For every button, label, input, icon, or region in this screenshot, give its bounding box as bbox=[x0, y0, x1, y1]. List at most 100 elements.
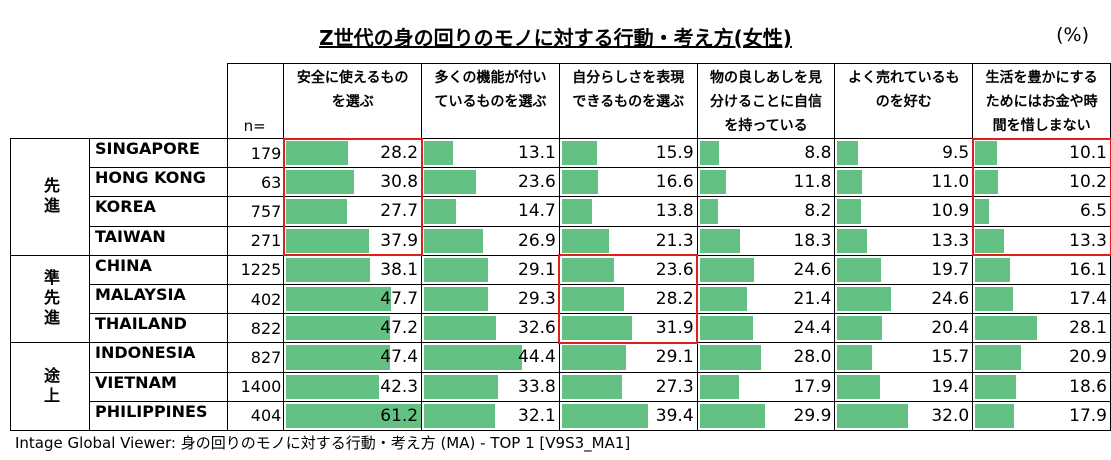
data-label: 24.6 bbox=[793, 259, 832, 280]
value-cell: 38.1 bbox=[283, 254, 423, 285]
bar bbox=[699, 257, 754, 282]
bar bbox=[837, 286, 892, 312]
unit-label: (%) bbox=[1056, 24, 1089, 46]
bar bbox=[699, 199, 718, 224]
bar bbox=[699, 228, 740, 253]
data-label: 21.3 bbox=[655, 230, 694, 251]
data-label: 14.7 bbox=[518, 201, 556, 222]
bar bbox=[561, 141, 597, 166]
data-label: 8.8 bbox=[804, 143, 832, 163]
value-cell: 8.2 bbox=[696, 196, 836, 227]
data-label: 15.7 bbox=[931, 347, 970, 368]
bar bbox=[424, 286, 489, 312]
data-label: 18.6 bbox=[1069, 376, 1107, 397]
data-label: 17.4 bbox=[1069, 288, 1107, 309]
bar bbox=[424, 199, 457, 224]
bar bbox=[424, 345, 522, 370]
data-label: 11.8 bbox=[793, 172, 832, 193]
bar bbox=[286, 141, 349, 166]
value-cell: 42.3 bbox=[283, 371, 423, 402]
data-label: 9.5 bbox=[942, 143, 970, 163]
data-label: 19.4 bbox=[931, 376, 970, 397]
value-cell: 17.4 bbox=[972, 283, 1111, 315]
value-cell: 10.2 bbox=[972, 167, 1111, 198]
value-cell: 19.7 bbox=[834, 254, 974, 285]
data-label: 28.2 bbox=[380, 143, 419, 163]
bar bbox=[424, 403, 495, 428]
data-label: 28.0 bbox=[793, 347, 832, 368]
bar bbox=[837, 316, 883, 341]
data-label: 20.4 bbox=[931, 318, 970, 339]
data-table: n= 安全に使えるものを選ぶ 多くの機能が付いているものを選ぶ 自分らしさを表現でき… bbox=[10, 63, 1111, 431]
data-label: 47.7 bbox=[380, 288, 419, 309]
data-label: 13.8 bbox=[655, 201, 694, 222]
country-label: THAILAND bbox=[89, 313, 228, 344]
bar bbox=[837, 141, 859, 166]
sample-size: 1225 bbox=[226, 254, 285, 285]
data-label: 24.4 bbox=[793, 318, 832, 339]
bar bbox=[837, 257, 881, 282]
data-label: 18.3 bbox=[793, 230, 832, 251]
sample-size: 1400 bbox=[226, 371, 285, 402]
source-footer: Intage Global Viewer: 身の回りのモノに対する行動・考え方 … bbox=[15, 434, 631, 452]
table-row: 途上 INDONESIA 827 47.4 44.4 29.1 28.0 15.7 20.9 bbox=[10, 342, 1111, 431]
data-label: 10.9 bbox=[931, 201, 970, 222]
value-cell: 26.9 bbox=[421, 225, 560, 256]
value-cell: 39.4 bbox=[558, 400, 698, 431]
bar bbox=[561, 345, 626, 370]
bar bbox=[561, 286, 624, 312]
data-label: 32.0 bbox=[931, 405, 970, 426]
sample-size: 404 bbox=[226, 400, 285, 431]
bar bbox=[286, 257, 370, 282]
country-label: HONG KONG bbox=[89, 167, 228, 198]
bar bbox=[424, 374, 499, 399]
bar bbox=[424, 141, 453, 166]
value-cell: 14.7 bbox=[421, 196, 560, 227]
country-label: SINGAPORE bbox=[89, 137, 228, 169]
value-cell: 21.4 bbox=[696, 283, 836, 315]
bar bbox=[561, 374, 622, 399]
value-cell: 30.8 bbox=[283, 167, 423, 198]
value-cell: 28.2 bbox=[558, 283, 698, 315]
value-cell: 18.3 bbox=[696, 225, 836, 256]
value-cell: 13.3 bbox=[972, 225, 1111, 256]
bar bbox=[424, 170, 476, 195]
value-cell: 23.6 bbox=[558, 254, 698, 285]
bar bbox=[975, 403, 1015, 428]
data-label: 61.2 bbox=[380, 405, 419, 426]
bar bbox=[837, 199, 862, 224]
bar bbox=[424, 257, 488, 282]
bar bbox=[561, 316, 632, 341]
sample-size: 827 bbox=[226, 342, 285, 373]
bar bbox=[837, 345, 872, 370]
sample-size: 63 bbox=[226, 167, 285, 198]
value-cell: 28.0 bbox=[696, 342, 836, 373]
data-label: 30.8 bbox=[380, 172, 419, 193]
bar bbox=[561, 403, 649, 428]
bar bbox=[975, 316, 1037, 341]
bar bbox=[286, 316, 390, 341]
data-label: 29.1 bbox=[518, 259, 556, 280]
country-label: VIETNAM bbox=[89, 371, 228, 402]
table-row: 先進 SINGAPORE 179 28.2 13.1 15.9 8.8 9.5 10.1 bbox=[10, 137, 1111, 256]
bar bbox=[975, 286, 1014, 312]
country-label: PHILIPPINES bbox=[89, 400, 228, 431]
value-cell: 47.7 bbox=[283, 283, 423, 315]
data-label: 29.1 bbox=[655, 347, 694, 368]
table-row: 準先進 CHINA 1225 38.1 29.1 23.6 24.6 19.7 16.1 bbox=[10, 254, 1111, 344]
data-label: 19.7 bbox=[931, 259, 970, 280]
data-label: 6.5 bbox=[1079, 201, 1107, 222]
value-cell: 28.2 bbox=[283, 137, 423, 169]
value-cell: 13.1 bbox=[421, 137, 560, 169]
group-label: 途上 bbox=[10, 342, 90, 431]
data-label: 39.4 bbox=[655, 405, 694, 426]
data-label: 37.9 bbox=[380, 230, 419, 251]
table-row: HONG KONG 63 30.8 23.6 16.6 11.8 11.0 10.2 bbox=[11, 167, 1111, 198]
bar bbox=[286, 170, 354, 195]
data-label: 28.1 bbox=[1069, 318, 1107, 339]
data-label: 21.4 bbox=[793, 288, 832, 309]
value-cell: 32.6 bbox=[421, 313, 560, 344]
column-header: 物の良しあしを見分けることに自信を持っている bbox=[696, 63, 836, 139]
value-cell: 29.1 bbox=[421, 254, 560, 285]
blank-header bbox=[11, 64, 90, 139]
